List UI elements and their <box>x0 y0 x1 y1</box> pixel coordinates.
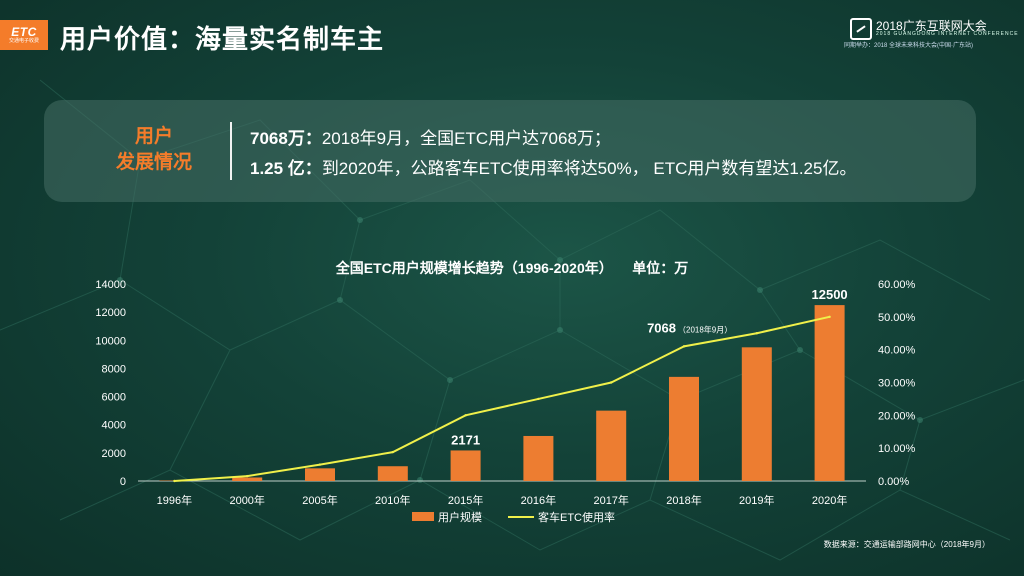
x-tick-label: 2010年 <box>375 493 410 507</box>
x-tick-label: 2018年 <box>666 493 701 507</box>
legend-bar-swatch <box>412 512 434 521</box>
y-left-tick-label: 2000 <box>102 448 126 460</box>
info-line-2018-highlight: 7068万： <box>250 129 322 148</box>
logo-text: ETC <box>11 24 37 39</box>
y-right-tick-label: 50.00% <box>878 312 916 324</box>
usage-rate-point <box>682 345 686 348</box>
usage-rate-point <box>173 479 176 483</box>
x-tick-label: 2016年 <box>521 493 556 507</box>
usage-rate-point <box>755 332 758 335</box>
bar-2018年 <box>669 376 699 481</box>
user-development-panel: 用户 发展情况 7068万：2018年9月，全国ETC用户达7068万； 1.2… <box>44 100 976 202</box>
header: ETC 交通电子收费 用户价值：海量实名制车主 2018广东互联网大会 2018… <box>0 12 1024 54</box>
panel-label-line1: 用户 <box>134 126 173 147</box>
x-tick-label: 2020年 <box>812 493 847 507</box>
x-tick-label: 1996年 <box>157 493 192 507</box>
bar-2010年 <box>377 466 408 481</box>
usage-rate-point <box>246 474 249 478</box>
chart-title: 全国ETC用户规模增长趋势（1996-2020年） 单位：万 <box>335 260 689 276</box>
usage-rate-point <box>391 450 394 454</box>
y-left-tick-label: 8000 <box>102 363 126 375</box>
conference-icon <box>850 18 872 40</box>
y-right-tick-label: 0.00% <box>878 476 909 488</box>
x-tick-label: 2005年 <box>302 493 337 507</box>
bar-2020年 <box>814 305 845 481</box>
info-line-2020: 1.25 亿：到2020年，公路客车ETC使用率将达50%， ETC用户数有望达… <box>250 154 856 179</box>
usage-rate-point <box>464 414 467 417</box>
bar-2017年 <box>596 410 627 481</box>
bar-2019年 <box>741 347 772 481</box>
bar-2005年 <box>305 468 335 481</box>
data-label-note: （2018年9月） <box>678 324 732 334</box>
conference-organizer: 同期举办：2018 全球未来科技大会(中国·广东站) <box>844 43 974 49</box>
etc-logo: ETC 交通电子收费 <box>0 20 48 50</box>
conference-name: 2018广东互联网大会 <box>876 19 987 33</box>
conference-english-name: 2018 GUANGDONG INTERNET CONFERENCE <box>876 31 1019 37</box>
panel-label-line2: 发展情况 <box>115 152 192 173</box>
x-tick-label: 2017年 <box>593 493 628 507</box>
y-left-tick-label: 10000 <box>95 335 126 347</box>
y-left-tick-label: 14000 <box>95 279 126 291</box>
usage-rate-point <box>318 463 322 466</box>
bar-2000年 <box>232 477 263 481</box>
y-left-tick-label: 12000 <box>95 307 126 319</box>
usage-rate-line <box>174 315 830 482</box>
x-tick-label: 2015年 <box>448 493 483 507</box>
info-line-2020-highlight: 1.25 亿： <box>250 159 322 178</box>
data-label: 7068 <box>647 320 676 335</box>
bar-2016年 <box>523 435 554 481</box>
y-left-tick-label: 0 <box>120 476 126 488</box>
bar-2015年 <box>450 450 481 481</box>
y-right-tick-label: 20.00% <box>878 410 916 422</box>
y-right-tick-label: 60.00% <box>878 279 916 291</box>
info-line-2018: 7068万：2018年9月，全国ETC用户达7068万； <box>250 124 611 149</box>
usage-rate-point <box>828 315 831 319</box>
usage-rate-point <box>537 397 540 401</box>
y-left-tick-label: 6000 <box>102 392 126 404</box>
y-left-tick-label: 4000 <box>102 420 126 432</box>
y-right-tick-label: 30.00% <box>878 378 916 390</box>
page-title: 用户价值：海量实名制车主 <box>60 24 385 54</box>
logo-subtext: 交通电子收费 <box>8 37 39 44</box>
info-line-2020-text: 到2020年，公路客车ETC使用率将达50%， ETC用户数有望达1.25亿。 <box>321 159 857 178</box>
data-label: 12500 <box>812 287 848 302</box>
usage-rate-point <box>610 381 613 384</box>
legend-line-label: 客车ETC使用率 <box>538 510 615 524</box>
panel-divider <box>230 122 232 180</box>
data-source-note: 数据来源：交通运输部路网中心（2018年9月） <box>823 540 990 549</box>
legend-bar-label: 用户规模 <box>438 510 482 524</box>
panel-label: 用户 发展情况 <box>104 124 204 176</box>
data-label: 2171 <box>451 432 480 447</box>
y-right-tick-label: 10.00% <box>878 443 916 455</box>
info-line-2018-text: 2018年9月，全国ETC用户达7068万； <box>321 129 611 148</box>
x-tick-label: 2019年 <box>739 493 774 507</box>
y-right-tick-label: 40.00% <box>878 345 916 357</box>
conference-logo: 2018广东互联网大会 2018 GUANGDONG INTERNET CONF… <box>844 18 1018 52</box>
x-tick-label: 2000年 <box>229 493 264 507</box>
